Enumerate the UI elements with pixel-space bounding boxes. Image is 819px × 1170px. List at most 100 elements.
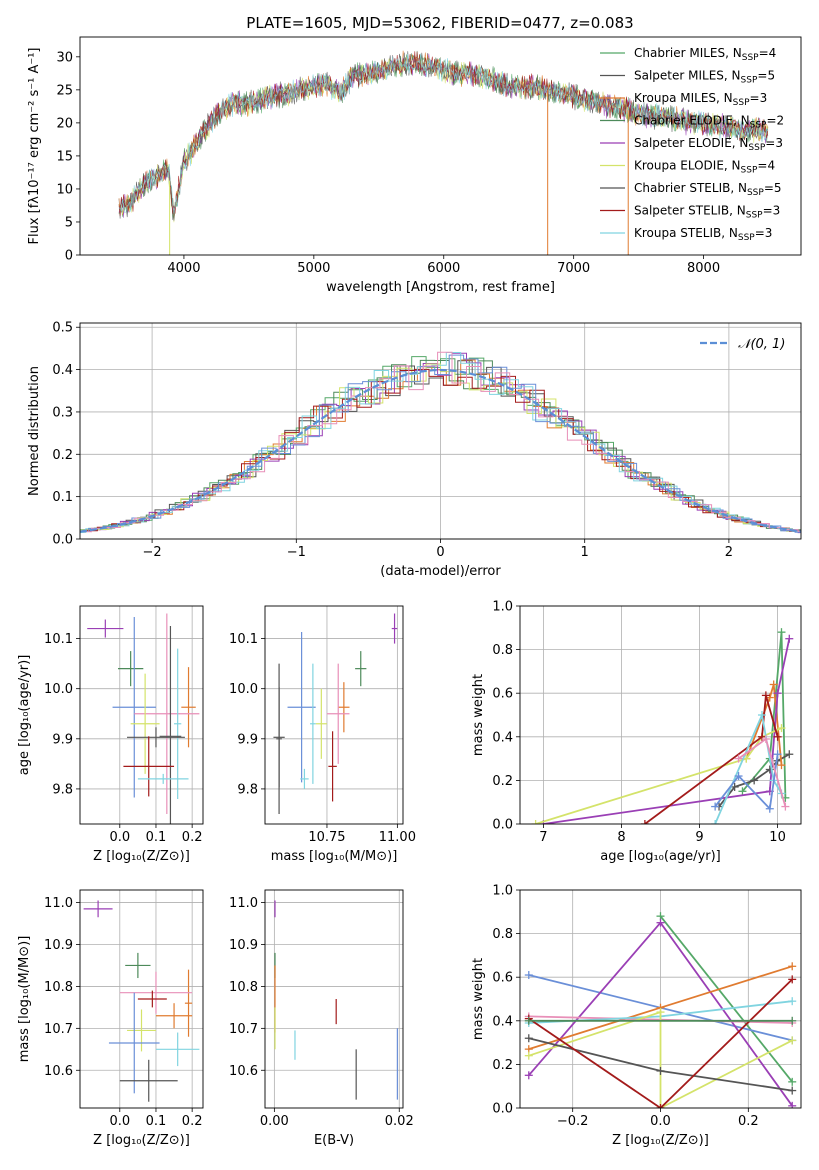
weight-marker	[640, 820, 649, 824]
axes-frame	[519, 605, 802, 825]
weight-marker	[524, 1071, 533, 1080]
legend-label-text: Kroupa MILES, N	[634, 91, 733, 105]
weight-marker	[750, 776, 759, 785]
errorbar-point	[87, 619, 124, 638]
axes-frame	[79, 889, 204, 1109]
x-tick-label: 0.2	[738, 1114, 759, 1129]
y-tick-label: 15	[56, 149, 73, 164]
errorbar-point	[391, 613, 398, 644]
errorbar-point	[159, 626, 182, 824]
x-tick-label: 0.1	[146, 830, 167, 845]
legend-label-value: =3	[750, 91, 768, 105]
plot-area	[524, 912, 797, 1108]
y-tick-label: 10.9	[44, 938, 73, 953]
weight-marker	[656, 1104, 665, 1108]
legend-label-subscript: SSP	[748, 143, 765, 153]
weight-marker	[773, 689, 782, 698]
weight-line	[528, 978, 793, 1108]
legend-label: Salpeter STELIB, NSSP=3	[634, 204, 780, 221]
weight-marker	[777, 628, 786, 637]
legend-label-subscript: SSP	[741, 76, 758, 86]
weight-marker	[656, 1066, 665, 1075]
axes-frame	[264, 605, 404, 825]
errorbar-point	[117, 651, 144, 687]
weight-marker	[788, 1086, 797, 1095]
y-tick-label: 0.6	[492, 971, 513, 986]
errorbar-point	[127, 1009, 156, 1052]
y-tick-label: 25	[56, 83, 73, 98]
errorbar-point	[123, 736, 175, 797]
weight-marker	[524, 1034, 533, 1043]
legend-label-text: Chabrier ELODIE, N	[634, 114, 750, 128]
y-tick-label: 10.1	[44, 632, 73, 647]
legend-label-value: =5	[757, 69, 775, 83]
x-tick-label: 6000	[427, 261, 460, 276]
y-axis-label: Normed distribution	[27, 366, 42, 496]
y-tick-label: 10.9	[229, 938, 258, 953]
plot-area	[87, 613, 200, 824]
weight-marker	[524, 971, 533, 980]
y-tick-label: 9.9	[52, 732, 73, 747]
plot-background	[80, 606, 203, 824]
legend-label: Kroupa STELIB, NSSP=3	[634, 226, 772, 243]
y-tick-label: 1.0	[492, 884, 513, 899]
errorbar-point	[112, 617, 156, 798]
panel-age-vs-mass: 10.75 11.00 9.8 9.9 10.0 10.1 mass [log₁₀(M/M⊙…	[229, 605, 416, 864]
x-tick-label: 0	[436, 545, 444, 560]
weight-marker	[531, 820, 540, 824]
y-tick-label: 20	[56, 116, 73, 131]
x-tick-label: 0.0	[650, 1114, 671, 1129]
weight-marker	[788, 1036, 797, 1045]
figure-title: PLATE=1605, MJD=53062, FIBERID=0477, z=0…	[246, 14, 633, 32]
y-axis-label: age [log₁₀(age/yr)]	[17, 655, 32, 776]
x-tick-label: −1	[287, 545, 306, 560]
y-tick-label: 0.2	[492, 774, 513, 789]
weight-marker	[788, 1101, 797, 1108]
y-tick-label: 11.0	[44, 896, 73, 911]
y-tick-label: 0.4	[52, 363, 73, 378]
x-tick-label: 0.0	[109, 830, 130, 845]
legend-label-value: =3	[763, 204, 781, 218]
x-tick-label: 0.1	[146, 1114, 167, 1129]
y-axis-label: Flux [fλ10⁻¹⁷ erg cm⁻² s⁻¹ A⁻¹]	[27, 48, 42, 245]
legend-label-subscript: SSP	[747, 188, 764, 198]
x-tick-label: 0.00	[260, 1114, 289, 1129]
legend-label-text: Salpeter MILES, N	[634, 69, 741, 83]
y-tick-label: 9.8	[237, 782, 258, 797]
errorbar-point	[155, 1003, 193, 1029]
x-tick-label: 2	[725, 545, 733, 560]
legend-label-text: Chabrier STELIB, N	[634, 181, 747, 195]
x-tick-label: 0.0	[109, 1114, 130, 1129]
x-tick-label: 0.2	[182, 830, 203, 845]
errorbar-point	[130, 673, 160, 774]
plot-area	[273, 613, 398, 814]
legend-label-subscript: SSP	[750, 121, 767, 131]
errorbar-point	[310, 663, 316, 784]
legend-label-text: Salpeter STELIB, N	[634, 204, 746, 218]
weight-line	[528, 1010, 793, 1108]
y-tick-label: 0.0	[492, 818, 513, 833]
x-tick-label: 0.02	[385, 1114, 414, 1129]
panel-mass-vs-EBV: 0.00 0.02 10.6 10.7 10.8 10.9 11.0 E(B-V)	[229, 889, 414, 1148]
y-axis-label: mass weight	[471, 958, 486, 1040]
errorbar-point	[184, 969, 193, 1037]
legend-label-text: Kroupa STELIB, N	[634, 226, 738, 240]
y-tick-label: 0.4	[492, 730, 513, 745]
x-axis-label: Z [log₁₀(Z/Z⊙)]	[93, 849, 190, 864]
y-tick-label: 5	[65, 215, 73, 230]
y-tick-label: 0.8	[492, 927, 513, 942]
panel-mass-vs-Z: 0.0 0.1 0.2 10.6 10.7 10.8 10.9 11.0 Z [log₁₀(Z/…	[17, 889, 204, 1148]
plot-background	[520, 606, 801, 824]
weight-marker	[773, 750, 782, 759]
legend-label-subscript: SSP	[733, 98, 750, 108]
errorbar-point	[276, 663, 282, 814]
legend-label: Salpeter ELODIE, NSSP=3	[634, 136, 783, 153]
errorbar-point	[119, 1059, 178, 1102]
legend-label-text: Kroupa ELODIE, N	[634, 159, 741, 173]
spectrum-line	[118, 53, 769, 214]
x-tick-label: 0.2	[182, 1114, 203, 1129]
legend-label: Kroupa ELODIE, NSSP=4	[634, 159, 775, 176]
errorbar-point	[181, 667, 196, 748]
errorbar-point	[125, 952, 151, 979]
